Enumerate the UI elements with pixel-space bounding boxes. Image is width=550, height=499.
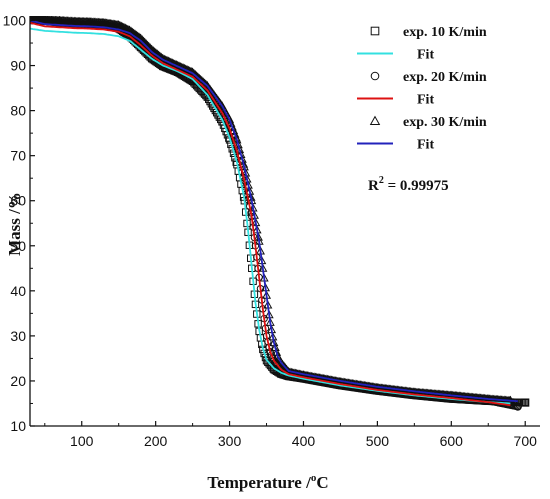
x-tick-label: 400 xyxy=(292,433,316,449)
x-axis-title-degree-sup: o xyxy=(311,472,317,484)
legend-marker-square xyxy=(370,26,380,36)
axes: 10 20 30 40 50 60 70 80 90 100 100 200 300 400 500 600 7… xyxy=(3,13,540,449)
y-tick-label: 100 xyxy=(3,13,27,29)
x-axis-title-unit: C xyxy=(316,473,328,492)
plot-area xyxy=(30,16,530,411)
r-squared-annotation: R2 = 0.99975 xyxy=(368,175,449,194)
y-tick-label: 10 xyxy=(10,418,26,434)
fit-line-5 xyxy=(30,19,518,403)
legend-marker-circle xyxy=(370,71,380,81)
x-axis-title-main: Temperature / xyxy=(207,473,311,492)
y-tick-label: 80 xyxy=(10,103,26,119)
fit-line-3 xyxy=(30,21,511,407)
x-axis-title: Temperature /oC xyxy=(207,472,328,492)
x-tick-label: 100 xyxy=(70,433,94,449)
y-tick-label: 40 xyxy=(10,283,26,299)
y-tick-label: 30 xyxy=(10,328,26,344)
x-tick-label: 600 xyxy=(440,433,464,449)
y-axis-title: Mass /% xyxy=(5,192,24,256)
y-tick-label: 90 xyxy=(10,58,26,74)
legend-label: Fit xyxy=(417,138,434,153)
legend-label: exp. 30 K/min xyxy=(403,115,487,130)
x-tick-label: 200 xyxy=(144,433,168,449)
legend-marker-triangle xyxy=(369,115,381,125)
data-point-end xyxy=(521,398,530,407)
r-squared-sup: 2 xyxy=(379,175,384,186)
data-point-end xyxy=(513,402,522,411)
y-tick-label: 60 xyxy=(10,193,26,209)
x-tick-label: 700 xyxy=(514,433,538,449)
y-tick-label: 70 xyxy=(10,148,26,164)
y-tick-label: 20 xyxy=(10,373,26,389)
x-tick-label: 300 xyxy=(218,433,242,449)
x-tick-label: 500 xyxy=(366,433,390,449)
legend: exp. 10 K/min Fit exp. 20 K/min Fit exp. 30 … xyxy=(357,25,487,153)
legend-label: exp. 20 K/min xyxy=(403,70,487,85)
legend-label: exp. 10 K/min xyxy=(403,25,487,40)
r-squared-base: R xyxy=(368,178,379,194)
legend-label: Fit xyxy=(417,48,434,63)
r-squared-value: = 0.99975 xyxy=(384,178,449,194)
legend-label: Fit xyxy=(417,93,434,108)
y-tick-label: 50 xyxy=(10,238,26,254)
